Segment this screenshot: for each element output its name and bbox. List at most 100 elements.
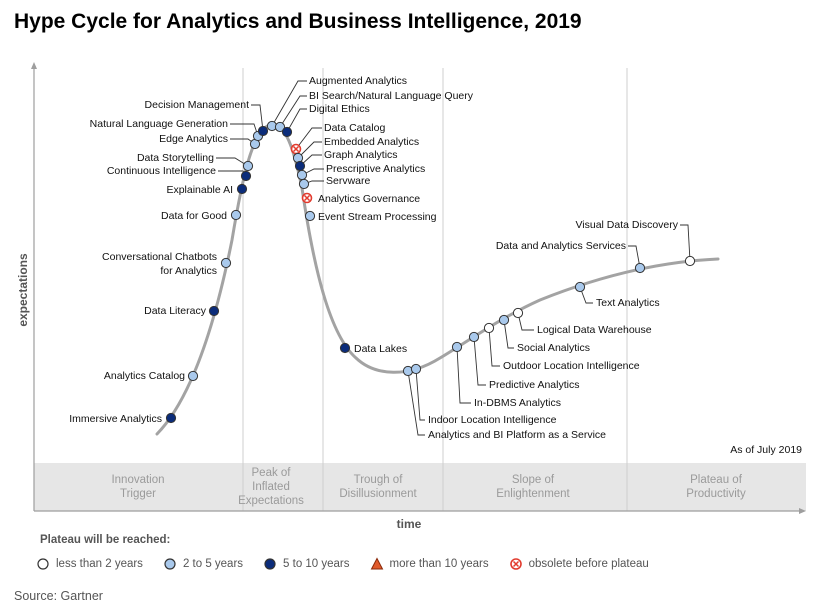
technology-marker	[512, 307, 524, 319]
technology-marker	[468, 331, 480, 343]
legend-item-less-than-2: less than 2 years	[36, 557, 143, 571]
technology-marker	[187, 370, 199, 382]
chart-title: Hype Cycle for Analytics and Business In…	[14, 10, 582, 33]
orange-triangle-icon	[370, 557, 383, 570]
technology-label: Analytics Governance	[318, 193, 420, 205]
technology-points	[165, 120, 696, 424]
technology-label: In-DBMS Analytics	[474, 397, 561, 409]
technology-label: Natural Language Generation	[90, 118, 229, 130]
technology-marker	[290, 143, 302, 155]
technology-label: Analytics Catalog	[104, 370, 185, 382]
technology-marker	[684, 255, 696, 267]
leader-line	[503, 319, 514, 349]
technology-label: Data Lakes	[354, 343, 407, 355]
phase-label: Trough of Disillusionment	[339, 474, 417, 500]
technology-label: Servware	[326, 175, 371, 187]
phase-label: Slope of Enlightenment	[496, 474, 570, 500]
technology-label: Data Storytelling	[137, 152, 214, 164]
legend-label: less than 2 years	[56, 558, 143, 570]
legend-label: 5 to 10 years	[283, 558, 350, 570]
technology-label: Edge Analytics	[159, 133, 228, 145]
technology-label: Explainable AI	[166, 184, 233, 196]
technology-marker	[296, 169, 308, 181]
leader-line	[271, 80, 307, 127]
light-blue-circle-icon	[164, 558, 176, 570]
technology-marker	[451, 341, 463, 353]
technology-marker	[294, 160, 306, 172]
leader-line	[279, 95, 307, 128]
technology-label: Social Analytics	[517, 342, 590, 354]
technology-label: Digital Ethics	[309, 103, 370, 115]
technology-label: Indoor Location Intelligence	[428, 414, 557, 426]
y-axis-label: expectations	[16, 253, 30, 327]
phase-label: Plateau of Productivity	[686, 474, 746, 500]
technology-marker	[274, 121, 286, 133]
technology-marker	[634, 262, 646, 274]
technology-marker	[257, 125, 269, 137]
technology-marker	[410, 363, 422, 375]
technology-label: Data Literacy	[144, 305, 207, 317]
leader-line	[251, 104, 264, 132]
technology-marker	[165, 412, 177, 424]
hype-curve	[155, 123, 720, 436]
technology-label: Prescriptive Analytics	[326, 163, 425, 175]
as-of-date: As of July 2019	[730, 444, 802, 456]
technology-label: Analytics and BI Platform as a Service	[428, 429, 606, 441]
leader-line	[456, 346, 471, 404]
technology-marker	[339, 342, 351, 354]
technology-label: Logical Data Warehouse	[537, 324, 652, 336]
obsolete-x-circle-icon	[509, 558, 522, 570]
legend-item-2-to-5: 2 to 5 years	[163, 557, 243, 571]
technology-marker	[301, 192, 313, 204]
legend-item-more-than-10: more than 10 years	[370, 557, 489, 571]
technology-marker	[236, 183, 248, 195]
technology-label: Data for Good	[161, 210, 227, 222]
technology-marker	[281, 126, 293, 138]
technology-label: Continuous Intelligence	[107, 165, 216, 177]
technology-marker	[304, 210, 316, 222]
white-circle-icon	[37, 558, 49, 570]
leader-line	[295, 127, 322, 150]
technology-label: Text Analytics	[596, 297, 660, 309]
leader-line	[407, 370, 425, 436]
technology-label: Visual Data Discovery	[575, 219, 678, 231]
technology-label: Conversational Chatbots for Analytics	[102, 251, 217, 277]
leader-line	[488, 327, 500, 367]
technology-label: Outdoor Location Intelligence	[503, 360, 640, 372]
leader-line	[579, 286, 593, 304]
leader-line	[297, 141, 322, 159]
legend-item-obsolete: obsolete before plateau	[509, 557, 649, 571]
leader-line	[415, 368, 425, 421]
leader-line	[517, 312, 534, 331]
phase-label: Innovation Trigger	[111, 474, 164, 500]
technology-label: Graph Analytics	[324, 149, 398, 161]
technology-label: Augmented Analytics	[309, 75, 407, 87]
technology-marker	[298, 178, 310, 190]
technology-marker	[240, 170, 252, 182]
technology-label: Data and Analytics Services	[496, 240, 626, 252]
technology-label: Event Stream Processing	[318, 211, 437, 223]
source-note: Source: Gartner	[14, 589, 103, 603]
phase-labels: Innovation Trigger Peak of Inflated Expectat…	[111, 467, 746, 507]
legend: less than 2 years 2 to 5 years 5 to 10 y…	[36, 557, 669, 571]
technology-label: Data Catalog	[324, 122, 385, 134]
technology-marker	[230, 209, 242, 221]
technology-marker	[208, 305, 220, 317]
leader-line	[680, 224, 691, 262]
leader-line	[286, 108, 307, 133]
leader-line	[473, 336, 486, 386]
legend-label: 2 to 5 years	[182, 558, 244, 570]
y-axis-arrow	[31, 62, 37, 69]
phase-band	[34, 463, 806, 511]
x-axis-label: time	[397, 517, 422, 531]
technology-marker	[574, 281, 586, 293]
legend-label: obsolete before plateau	[528, 558, 649, 570]
legend-heading: Plateau will be reached:	[40, 534, 171, 546]
dark-blue-circle-icon	[264, 558, 276, 570]
technology-label: Embedded Analytics	[324, 136, 419, 148]
technology-marker	[220, 257, 232, 269]
technology-marker	[498, 314, 510, 326]
phase-label: Peak of Inflated Expectations	[238, 467, 304, 507]
technology-marker	[483, 322, 495, 334]
